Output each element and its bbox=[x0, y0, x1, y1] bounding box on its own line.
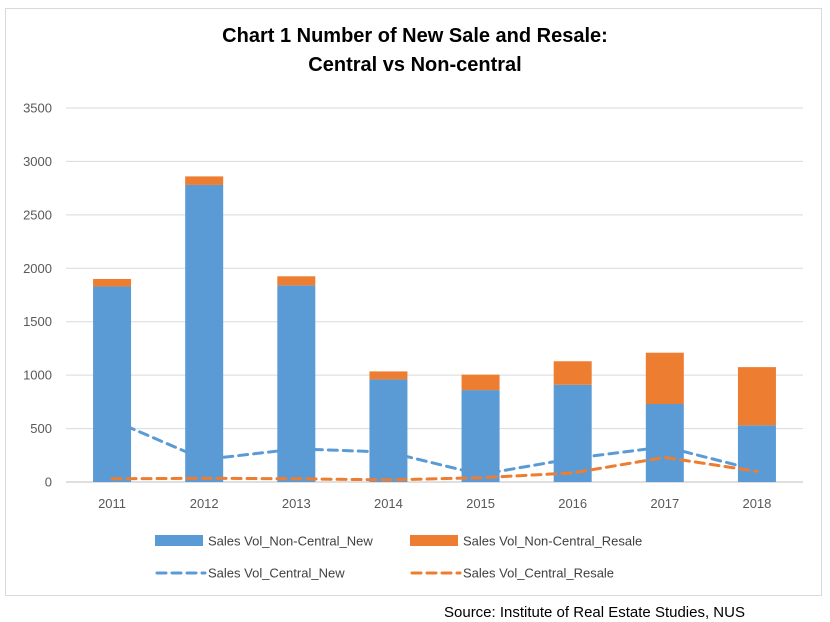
y-tick-label: 500 bbox=[30, 421, 52, 436]
legend-swatch bbox=[410, 535, 458, 546]
line-central-new bbox=[110, 418, 759, 477]
chart-frame bbox=[5, 8, 822, 596]
bar-non-central-new bbox=[553, 384, 592, 482]
legend: Sales Vol_Non-Central_New Sales Vol_Non-C… bbox=[155, 534, 642, 581]
y-tick-label: 0 bbox=[45, 475, 52, 490]
legend-item-central-new: Sales Vol_Central_New bbox=[155, 566, 345, 581]
line-central-resale bbox=[110, 455, 759, 482]
bar-non-central-new bbox=[185, 184, 224, 483]
bar-non-central-resale bbox=[553, 361, 592, 385]
bar-non-central-resale bbox=[93, 278, 132, 287]
bar-non-central-resale bbox=[645, 352, 684, 404]
y-tick-label: 2500 bbox=[23, 207, 52, 222]
source-note: Source: Institute of Real Estate Studies… bbox=[444, 604, 745, 621]
chart-title-line2: Central vs Non-central bbox=[308, 54, 522, 76]
bar-non-central-resale bbox=[461, 374, 500, 391]
bar-non-central-resale bbox=[737, 367, 776, 426]
x-tick-label: 2018 bbox=[742, 496, 771, 511]
legend-label: Sales Vol_Central_New bbox=[208, 566, 345, 581]
bar-non-central-resale bbox=[277, 276, 316, 286]
x-axis-ticks: 2011 2012 2013 2014 2015 2016 2017 2018 bbox=[98, 496, 771, 511]
x-tick-label: 2013 bbox=[282, 496, 311, 511]
legend-item-central-resale: Sales Vol_Central_Resale bbox=[410, 566, 614, 581]
bar-non-central-new bbox=[645, 403, 684, 482]
series-lines bbox=[110, 418, 759, 482]
y-tick-label: 3000 bbox=[23, 154, 52, 169]
legend-label: Sales Vol_Non-Central_New bbox=[208, 534, 373, 549]
legend-swatch bbox=[155, 535, 203, 546]
bar-non-central-resale bbox=[369, 371, 408, 380]
bar-non-central-new bbox=[369, 379, 408, 482]
legend-label: Sales Vol_Non-Central_Resale bbox=[463, 534, 642, 549]
y-tick-label: 3500 bbox=[23, 101, 52, 116]
bar-non-central-new bbox=[93, 286, 132, 482]
gridlines bbox=[66, 107, 803, 483]
legend-label: Sales Vol_Central_Resale bbox=[463, 566, 614, 581]
legend-item-non-central-new: Sales Vol_Non-Central_New bbox=[155, 534, 373, 549]
x-tick-label: 2017 bbox=[650, 496, 679, 511]
x-tick-label: 2015 bbox=[466, 496, 495, 511]
bars bbox=[93, 176, 776, 483]
y-tick-label: 1000 bbox=[23, 368, 52, 383]
chart-title-line1: Chart 1 Number of New Sale and Resale: bbox=[222, 25, 608, 47]
y-tick-label: 2000 bbox=[23, 261, 52, 276]
x-tick-label: 2014 bbox=[374, 496, 403, 511]
y-tick-label: 1500 bbox=[23, 314, 52, 329]
bar-non-central-new bbox=[461, 390, 500, 482]
legend-item-non-central-resale: Sales Vol_Non-Central_Resale bbox=[410, 534, 642, 549]
x-tick-label: 2016 bbox=[558, 496, 587, 511]
bar-non-central-new bbox=[737, 425, 776, 482]
y-axis-ticks: 0 500 1000 1500 2000 2500 3000 3500 bbox=[23, 101, 52, 490]
x-tick-label: 2012 bbox=[190, 496, 219, 511]
x-tick-label: 2011 bbox=[98, 496, 126, 511]
chart-title: Chart 1 Number of New Sale and Resale: C… bbox=[0, 22, 830, 80]
bar-non-central-new bbox=[277, 285, 316, 482]
bar-non-central-resale bbox=[185, 176, 224, 185]
